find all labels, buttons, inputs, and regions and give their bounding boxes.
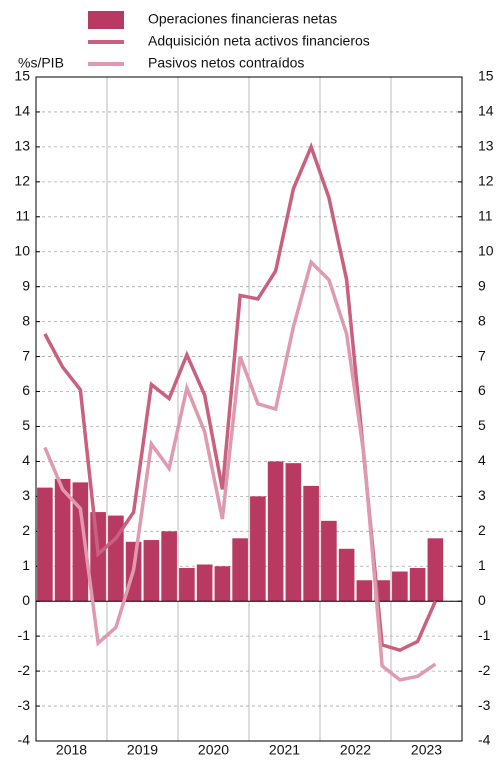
y-tick-label: 3 [22, 487, 30, 503]
x-tick-label: 2020 [198, 742, 229, 758]
bar [409, 568, 426, 602]
x-tick-label: 2021 [269, 742, 300, 758]
y2-tick-label: 12 [478, 173, 494, 189]
bar [338, 548, 355, 602]
y2-tick-label: 5 [478, 417, 486, 433]
y-tick-label: 6 [22, 382, 30, 398]
y-tick-label: 4 [22, 452, 30, 468]
bar [72, 482, 89, 602]
bar [196, 564, 213, 602]
legend-label: Pasivos netos contraídos [148, 55, 304, 71]
x-tick-label: 2018 [56, 742, 87, 758]
y-tick-label: 12 [14, 173, 30, 189]
bar [427, 538, 444, 602]
bar [108, 515, 124, 602]
y-tick-label: 10 [14, 242, 30, 258]
bar [37, 487, 53, 602]
legend-label: Adquisición neta activos financieros [148, 33, 370, 49]
bar [161, 531, 177, 602]
y-tick-label: 15 [14, 68, 30, 84]
bar [232, 538, 248, 602]
bar [250, 496, 266, 602]
y2-tick-label: 8 [478, 312, 486, 328]
bar [214, 566, 231, 602]
y2-tick-label: 4 [478, 452, 486, 468]
bar [321, 520, 337, 602]
legend-swatch [88, 11, 124, 29]
y-tick-label: 8 [22, 312, 30, 328]
bar [392, 571, 408, 602]
y-tick-label: 0 [22, 592, 30, 608]
y-tick-label: -2 [18, 662, 31, 678]
bar [303, 485, 319, 602]
x-tick-label: 2023 [411, 742, 442, 758]
y-tick-label: 14 [14, 103, 30, 119]
y-tick-label: -3 [18, 697, 31, 713]
y2-tick-label: 0 [478, 592, 486, 608]
y-axis-label: %s/PIB [18, 55, 64, 71]
y2-tick-label: 10 [478, 242, 494, 258]
y-tick-label: -4 [18, 732, 31, 748]
y2-tick-label: 1 [478, 557, 486, 573]
plot-frame [35, 76, 463, 742]
bar [90, 512, 106, 602]
y2-tick-label: -1 [478, 627, 491, 643]
y2-tick-label: 14 [478, 103, 494, 119]
bar [54, 478, 71, 602]
y2-tick-label: -3 [478, 697, 491, 713]
y2-tick-label: 7 [478, 347, 486, 363]
y2-tick-label: 13 [478, 138, 494, 154]
y2-tick-label: 3 [478, 487, 486, 503]
x-tick-label: 2022 [340, 742, 371, 758]
y2-tick-label: -2 [478, 662, 491, 678]
bar [143, 540, 160, 602]
bar [356, 580, 373, 602]
y-tick-label: 11 [15, 207, 30, 223]
legend-label: Operaciones financieras netas [148, 11, 337, 27]
x-tick-label: 2019 [127, 742, 158, 758]
bar [285, 463, 302, 602]
y2-tick-label: 11 [478, 207, 493, 223]
y-tick-label: 9 [22, 277, 30, 293]
y2-tick-label: 2 [478, 522, 486, 538]
y2-tick-label: 9 [478, 277, 486, 293]
y-tick-label: 7 [22, 347, 30, 363]
y-tick-label: 5 [22, 417, 30, 433]
y-tick-label: 13 [14, 138, 30, 154]
y-tick-label: 2 [22, 522, 30, 538]
y-tick-label: 1 [22, 557, 30, 573]
y2-tick-label: 6 [478, 382, 486, 398]
y2-tick-label: -4 [478, 732, 491, 748]
bar [179, 568, 195, 602]
bar [267, 461, 284, 602]
y2-tick-label: 15 [478, 68, 494, 84]
y-tick-label: -1 [18, 627, 31, 643]
line [43, 258, 437, 682]
